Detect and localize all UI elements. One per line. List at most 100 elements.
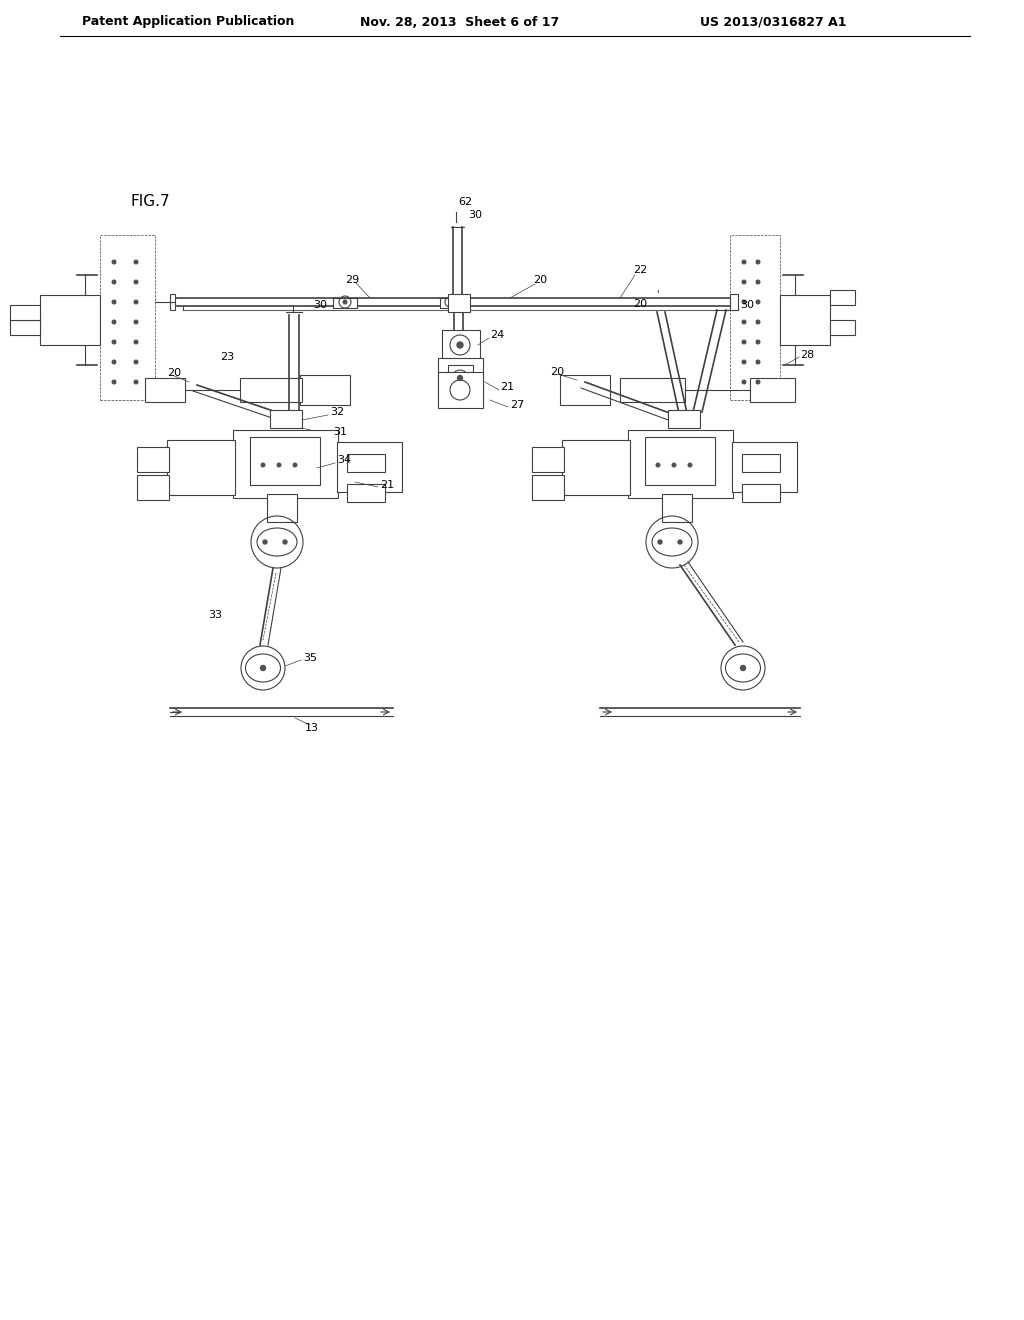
Text: 22: 22 — [633, 265, 647, 275]
Circle shape — [283, 540, 287, 544]
Bar — [562, 440, 630, 495]
Bar — [532, 447, 564, 473]
Text: 30: 30 — [468, 210, 482, 220]
Circle shape — [343, 300, 347, 304]
Circle shape — [756, 380, 760, 384]
Text: 32: 32 — [330, 407, 344, 417]
Bar — [628, 430, 733, 498]
Bar — [750, 378, 795, 403]
Bar — [10, 305, 40, 319]
Circle shape — [113, 360, 116, 364]
Bar — [440, 298, 462, 308]
Text: 20: 20 — [167, 368, 181, 378]
Bar — [347, 454, 385, 473]
Bar — [233, 430, 338, 498]
Circle shape — [458, 375, 463, 380]
Circle shape — [688, 463, 692, 467]
Ellipse shape — [246, 653, 281, 682]
Ellipse shape — [257, 528, 297, 556]
Text: 23: 23 — [220, 352, 234, 362]
Bar — [662, 494, 692, 521]
Circle shape — [134, 280, 138, 284]
Bar — [240, 378, 302, 403]
Circle shape — [113, 260, 116, 264]
Bar — [438, 358, 483, 399]
Text: 13: 13 — [305, 723, 319, 733]
Bar — [742, 454, 780, 473]
Circle shape — [742, 300, 745, 304]
Circle shape — [113, 280, 116, 284]
Circle shape — [113, 300, 116, 304]
Text: FIG.7: FIG.7 — [130, 194, 170, 210]
Circle shape — [678, 540, 682, 544]
Circle shape — [293, 463, 297, 467]
Circle shape — [457, 342, 463, 348]
Text: 20: 20 — [550, 367, 564, 378]
Circle shape — [756, 321, 760, 323]
Circle shape — [260, 665, 265, 671]
Bar — [438, 372, 483, 408]
Circle shape — [756, 300, 760, 304]
Bar — [250, 437, 319, 484]
Bar — [645, 437, 715, 484]
Bar — [780, 294, 830, 345]
Bar — [532, 475, 564, 500]
Circle shape — [263, 540, 267, 544]
Circle shape — [756, 360, 760, 364]
Circle shape — [261, 463, 265, 467]
Circle shape — [258, 535, 272, 549]
Bar — [668, 411, 700, 428]
Circle shape — [742, 321, 745, 323]
Text: 21: 21 — [380, 480, 394, 490]
Circle shape — [134, 360, 138, 364]
Circle shape — [756, 341, 760, 343]
Circle shape — [134, 300, 138, 304]
Bar — [449, 294, 470, 312]
Ellipse shape — [725, 653, 761, 682]
Bar — [442, 330, 480, 360]
Bar — [333, 298, 357, 308]
Circle shape — [278, 535, 292, 549]
Bar — [732, 442, 797, 492]
Bar — [449, 366, 473, 389]
Circle shape — [134, 321, 138, 323]
Circle shape — [742, 360, 745, 364]
Bar — [560, 375, 610, 405]
Circle shape — [672, 463, 676, 467]
Circle shape — [113, 341, 116, 343]
Text: 24: 24 — [490, 330, 504, 341]
Bar — [145, 378, 185, 403]
Bar — [300, 375, 350, 405]
Bar — [830, 319, 855, 335]
Circle shape — [656, 463, 659, 467]
Text: 21: 21 — [500, 381, 514, 392]
Bar — [270, 411, 302, 428]
Bar — [730, 294, 738, 310]
Bar — [137, 475, 169, 500]
Bar — [167, 440, 234, 495]
Circle shape — [742, 341, 745, 343]
Text: 28: 28 — [800, 350, 814, 360]
Ellipse shape — [652, 528, 692, 556]
Circle shape — [756, 280, 760, 284]
Text: 30: 30 — [313, 300, 327, 310]
Circle shape — [113, 321, 116, 323]
Bar — [347, 484, 385, 502]
Text: Nov. 28, 2013  Sheet 6 of 17: Nov. 28, 2013 Sheet 6 of 17 — [360, 16, 559, 29]
Bar — [830, 290, 855, 305]
Bar — [40, 294, 100, 345]
Circle shape — [756, 260, 760, 264]
Text: 31: 31 — [333, 426, 347, 437]
Text: 62: 62 — [458, 197, 472, 207]
Circle shape — [673, 535, 687, 549]
Text: 29: 29 — [345, 275, 359, 285]
Text: 30: 30 — [740, 300, 754, 310]
Text: 35: 35 — [303, 653, 317, 663]
Text: Patent Application Publication: Patent Application Publication — [82, 16, 294, 29]
Circle shape — [134, 341, 138, 343]
Bar — [100, 235, 155, 400]
Circle shape — [134, 380, 138, 384]
Text: 34: 34 — [337, 455, 351, 465]
Bar — [620, 378, 685, 403]
Circle shape — [742, 260, 745, 264]
